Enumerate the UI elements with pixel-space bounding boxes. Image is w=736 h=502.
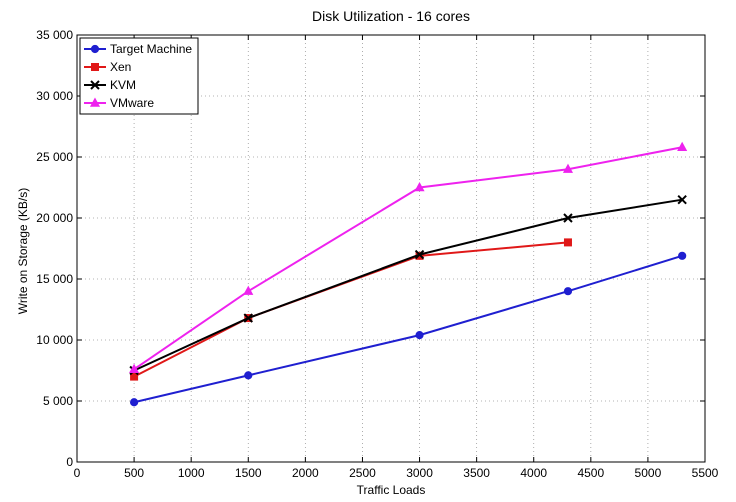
axes-box (76, 34, 706, 463)
data-point (562, 163, 574, 173)
legend-item: VMware (84, 96, 154, 110)
x-tick-label: 3000 (406, 466, 433, 480)
legend-box (79, 37, 199, 115)
x-axis-title: Traffic Loads (357, 483, 426, 497)
data-point (563, 238, 572, 247)
y-tick-label: 25 000 (36, 150, 73, 164)
series-target-machine (129, 251, 687, 407)
x-tick-label: 1500 (235, 466, 262, 480)
data-point (415, 331, 424, 340)
data-point (243, 285, 254, 295)
legend-label: KVM (110, 78, 136, 92)
x-tick-label: 2000 (292, 466, 319, 480)
data-point (563, 213, 573, 223)
x-tick-label: 2500 (349, 466, 376, 480)
data-point (678, 251, 687, 260)
y-tick-label: 30 000 (36, 89, 73, 103)
data-point (130, 372, 139, 381)
y-tick-label: 5 000 (43, 394, 73, 408)
data-point (129, 398, 139, 407)
x-tick-label: 4500 (577, 466, 604, 480)
y-tick-label: 0 (66, 455, 73, 469)
data-point (414, 249, 425, 260)
legend-item: KVM (84, 78, 136, 92)
legend-label: Target Machine (110, 42, 192, 56)
y-axis-title: Write on Storage (KB/s) (16, 188, 30, 315)
data-point (677, 194, 687, 205)
legend-label: Xen (110, 60, 131, 74)
chart-title: Disk Utilization - 16 cores (312, 8, 470, 24)
data-point (677, 141, 688, 151)
legend-item: Xen (84, 60, 131, 74)
x-tick-label: 4000 (520, 466, 547, 480)
x-tick-label: 0 (74, 466, 81, 480)
x-tick-label: 5000 (635, 466, 662, 480)
series-vmware (129, 141, 688, 373)
legend: Target Machine Xen KVM VMware (79, 37, 199, 115)
data-point (244, 371, 253, 380)
legend-marker (89, 97, 101, 107)
y-tick-label: 15 000 (36, 272, 73, 286)
x-tick-label: 1000 (178, 466, 205, 480)
y-tick-label: 20 000 (36, 211, 73, 225)
legend-marker (90, 44, 100, 54)
y-tick-label: 10 000 (36, 333, 73, 347)
data-point (414, 181, 425, 192)
legend-label: VMware (110, 96, 154, 110)
data-point (243, 313, 253, 323)
data-point (563, 287, 573, 296)
legend-marker (90, 80, 100, 90)
legend-item: Target Machine (84, 42, 192, 56)
x-tick-label: 500 (124, 466, 144, 480)
x-tick-label: 3500 (463, 466, 490, 480)
x-tick-label: 5500 (692, 466, 719, 480)
data-point (129, 363, 140, 373)
y-tick-label: 35 000 (36, 28, 73, 42)
legend-marker (91, 63, 99, 71)
